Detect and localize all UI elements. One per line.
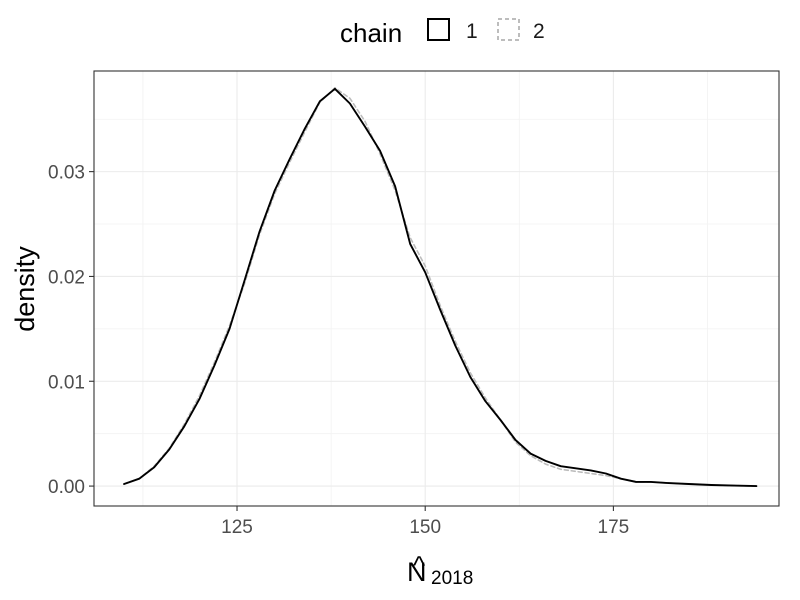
y-tick-label: 0.00 bbox=[48, 477, 85, 498]
x-tick-label: 125 bbox=[221, 517, 253, 538]
x-axis: 125 150 175 bbox=[221, 506, 629, 538]
grid-major bbox=[94, 71, 779, 506]
y-axis-title: density bbox=[10, 246, 40, 332]
panel-border bbox=[93, 70, 780, 507]
series-line-chain-1 bbox=[123, 87, 758, 488]
legend-label-2: 2 bbox=[533, 20, 545, 43]
x-axis-subscript: 2018 bbox=[431, 568, 473, 589]
legend: chain 1 2 bbox=[340, 18, 545, 48]
x-tick-label: 150 bbox=[409, 517, 441, 538]
legend-title: chain bbox=[340, 18, 402, 48]
y-axis: 0.00 0.01 0.02 0.03 bbox=[48, 163, 94, 498]
legend-key-2 bbox=[497, 18, 520, 41]
grid-minor bbox=[94, 71, 779, 506]
legend-label-1: 1 bbox=[466, 20, 478, 43]
x-axis-title: N bbox=[407, 557, 427, 587]
x-axis-hat: ^ bbox=[413, 550, 426, 580]
y-tick-label: 0.02 bbox=[48, 267, 85, 288]
plot-panel bbox=[93, 70, 780, 507]
legend-key-1 bbox=[427, 18, 450, 41]
x-tick-label: 175 bbox=[598, 517, 630, 538]
y-tick-label: 0.03 bbox=[48, 163, 85, 184]
series-layer bbox=[123, 87, 758, 488]
series-line-chain-2 bbox=[123, 87, 758, 487]
y-tick-label: 0.01 bbox=[48, 372, 85, 393]
